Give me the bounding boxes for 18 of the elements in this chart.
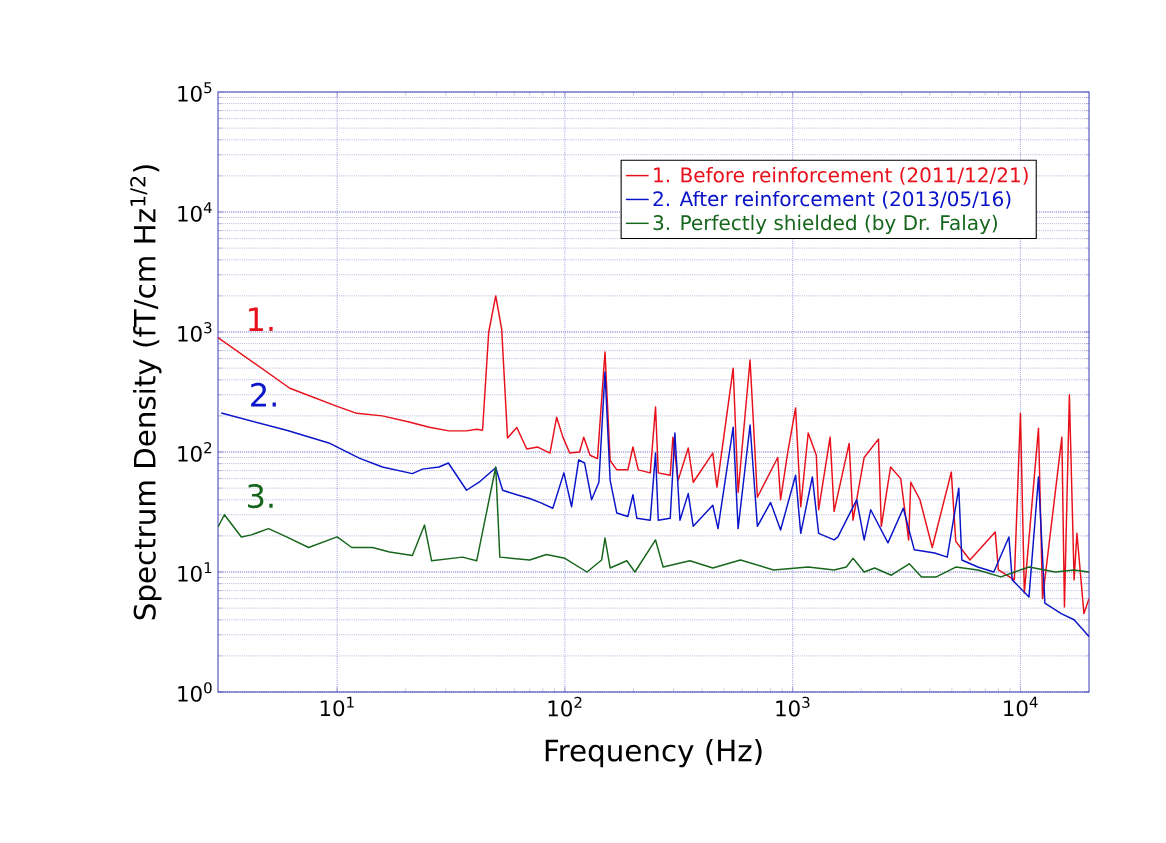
legend-label: 3. Perfectly shielded (by Dr. Falay)	[653, 214, 997, 235]
y-tick-label: 10$^{5}$	[178, 82, 212, 102]
y-tick-label: 10$^{1}$	[178, 562, 212, 582]
x-tick-label: 10$^{3}$	[776, 696, 810, 717]
annotation: 3.	[248, 483, 273, 509]
x-tick-label: 10$^{4}$	[1004, 696, 1038, 717]
y-tick-label: 10$^{3}$	[178, 322, 212, 342]
y-tick-label: 10$^{4}$	[178, 202, 212, 222]
legend-label: 2. After reinforcement (2013/05/16)	[653, 190, 1011, 209]
annotation: 2.	[251, 382, 276, 407]
y-tick-label: 10$^{0}$	[178, 682, 212, 702]
x-tick-label: 10$^{2}$	[548, 696, 582, 717]
annotation: 1.	[249, 307, 273, 331]
x-tick-label: 10$^{1}$	[320, 696, 354, 717]
x-axis-title: Frequency (Hz)	[545, 738, 762, 768]
y-axis-title: Spectrum Density (fT/cm Hz$^{1/2}$)	[130, 165, 162, 620]
y-tick-label: 10$^{2}$	[178, 442, 212, 462]
legend-label: 1. Before reinforcement (2011/12/21)	[654, 167, 1028, 185]
